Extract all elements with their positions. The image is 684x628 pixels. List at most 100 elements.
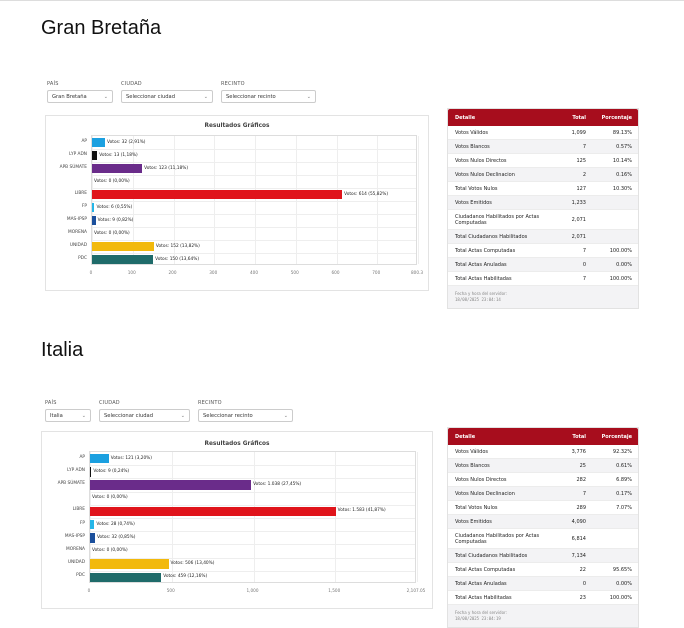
row-total: 2 xyxy=(582,171,586,178)
row-total: 125 xyxy=(576,157,586,164)
row-detalle: Total Actas Anuladas xyxy=(455,261,507,268)
bar-data-label: Votos: 32 (2,91%) xyxy=(107,139,146,145)
row-total: 7 xyxy=(582,143,586,150)
row-detalle: Ciudadanos Habilitados por Actas Computa… xyxy=(455,213,540,226)
table-row: Votos Nulos Directos 282 6.89% xyxy=(448,473,638,487)
bar[interactable] xyxy=(90,467,92,477)
x-tick-label: 800.3 xyxy=(411,270,423,275)
row-detalle: Votos Emitidos xyxy=(455,199,492,206)
row-total: 7 xyxy=(582,490,586,497)
bar-data-label: Votos: 9 (0,24%) xyxy=(93,468,130,474)
bar[interactable] xyxy=(92,241,154,252)
ciudad-filter: CIUDAD Seleccionar ciudad ⌄ xyxy=(121,81,213,103)
x-tick-label: 600 xyxy=(331,270,340,275)
category-label: MAS-IPSP xyxy=(66,216,87,222)
gridline xyxy=(377,136,379,264)
recinto-select[interactable]: Seleccionar recinto ⌄ xyxy=(198,409,293,422)
results-table: Detalle Total Porcentaje Votos Válidos 3,… xyxy=(447,427,639,628)
row-detalle: Total Actas Computadas xyxy=(455,247,516,254)
x-tick-label: 1,000 xyxy=(246,588,259,593)
gridline xyxy=(90,452,91,582)
row-detalle: Votos Válidos xyxy=(455,448,489,455)
plot-area: Votos: 121 (3,20%) Votos: 9 (0,24%) Votos:… xyxy=(89,451,418,583)
pais-filter: PAÍS Italia ⌄ xyxy=(45,400,91,422)
row-separator xyxy=(92,149,416,150)
ciudad-label: CIUDAD xyxy=(99,400,120,406)
chevron-down-icon: ⌄ xyxy=(203,93,208,100)
bar[interactable] xyxy=(90,453,109,464)
row-total: 0 xyxy=(582,580,586,587)
bar[interactable] xyxy=(92,189,343,200)
pais-select[interactable]: Italia ⌄ xyxy=(45,409,91,422)
recinto-label: RECINTO xyxy=(198,400,222,406)
row-total: 1,099 xyxy=(571,129,586,136)
table-row: Ciudadanos Habilitados por Actas Computa… xyxy=(448,210,638,230)
chevron-down-icon: ⌄ xyxy=(81,412,86,419)
category-label: MAS-IPSP xyxy=(64,533,85,539)
server-time-label: Fecha y hora del servidor: xyxy=(455,291,507,296)
server-time-footer: Fecha y hora del servidor: 18/08/2025 23… xyxy=(448,605,638,627)
row-detalle: Total Actas Computadas xyxy=(455,566,516,573)
table-row: Total Actas Anuladas 0 0.00% xyxy=(448,577,638,591)
row-separator xyxy=(92,175,416,176)
bar[interactable] xyxy=(92,163,143,174)
gridline xyxy=(253,452,255,582)
bar[interactable] xyxy=(90,480,252,490)
row-detalle: Votos Nulos Declinacion xyxy=(455,171,515,178)
gridline xyxy=(214,136,216,264)
table-row: Votos Nulos Directos 125 10.14% xyxy=(448,154,638,168)
row-porcentaje: 0.16% xyxy=(616,171,632,178)
row-detalle: Votos Válidos xyxy=(455,129,489,136)
bar[interactable] xyxy=(92,254,154,265)
bar[interactable] xyxy=(92,137,106,148)
ciudad-select[interactable]: Seleccionar ciudad ⌄ xyxy=(99,409,190,422)
row-total: 22 xyxy=(579,566,586,573)
table-row: Votos Nulos Declinacion 7 0.17% xyxy=(448,487,638,501)
header-detalle: Detalle xyxy=(455,114,476,121)
row-separator xyxy=(92,253,416,254)
header-total: Total xyxy=(572,114,586,121)
filters-italia: PAÍS Italia ⌄ CIUDAD Seleccionar ciudad ⌄ … xyxy=(45,400,293,422)
row-porcentaje: 100.00% xyxy=(609,275,632,282)
bar[interactable] xyxy=(90,519,95,530)
bar[interactable] xyxy=(92,202,95,213)
gridline xyxy=(336,136,338,264)
server-timestamp: 18/08/2025 23:04:19 xyxy=(455,616,501,621)
row-detalle: Ciudadanos Habilitados por Actas Computa… xyxy=(455,532,540,545)
bar[interactable] xyxy=(90,572,162,583)
header-detalle: Detalle xyxy=(455,433,476,440)
gridline xyxy=(335,452,337,582)
bar[interactable] xyxy=(90,533,95,543)
bar[interactable] xyxy=(92,150,98,161)
x-tick-label: 100 xyxy=(127,270,136,275)
bar[interactable] xyxy=(92,215,96,226)
row-separator xyxy=(90,570,415,572)
bar-data-label: Votos: 0 (0,00%) xyxy=(92,548,128,553)
chevron-down-icon: ⌄ xyxy=(103,93,108,100)
ciudad-label: CIUDAD xyxy=(121,81,142,87)
row-porcentaje: 0.00% xyxy=(616,580,632,587)
category-label: LYP ADN xyxy=(67,467,85,473)
results-chart: Resultados Gráficos Votos: 121 (3,20%) Vo… xyxy=(41,431,433,609)
row-porcentaje: 100.00% xyxy=(609,247,632,254)
table-body: Votos Válidos 1,099 89.13% Votos Blancos 7 0.… xyxy=(448,126,638,286)
bar[interactable] xyxy=(90,559,169,569)
category-label: PDC xyxy=(78,255,87,261)
row-detalle: Total Ciudadanos Habilitados xyxy=(455,233,528,240)
x-tick-label: 200 xyxy=(168,270,177,275)
ciudad-select[interactable]: Seleccionar ciudad ⌄ xyxy=(121,90,213,103)
row-separator xyxy=(90,544,415,546)
row-porcentaje: 95.65% xyxy=(612,566,632,573)
recinto-select[interactable]: Seleccionar recinto ⌄ xyxy=(221,90,316,103)
table-header: Detalle Total Porcentaje xyxy=(448,428,638,445)
x-tick-label: 300 xyxy=(209,270,218,275)
server-time-footer: Fecha y hora del servidor: 18/08/2025 23… xyxy=(448,286,638,308)
pais-select[interactable]: Gran Bretaña ⌄ xyxy=(47,90,113,103)
row-detalle: Votos Emitidos xyxy=(455,518,492,525)
category-label: UNIDAD xyxy=(67,560,85,566)
table-row: Total Ciudadanos Habilitados 2,071 xyxy=(448,230,638,244)
server-timestamp: 18/08/2025 23:04:14 xyxy=(455,297,501,302)
header-total: Total xyxy=(572,433,586,440)
bar[interactable] xyxy=(90,506,336,517)
row-porcentaje: 100.00% xyxy=(609,594,632,601)
